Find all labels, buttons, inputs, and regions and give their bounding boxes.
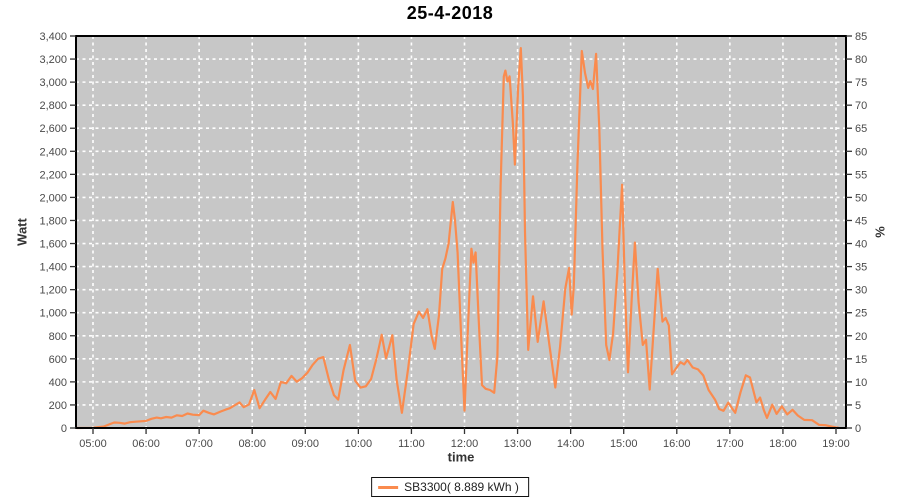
y-left-tick-label: 1,400 (39, 262, 67, 274)
y-left-tick-label: 1,000 (39, 308, 67, 320)
y-right-tick-label: 65 (855, 123, 867, 135)
x-tick-label: 06:00 (132, 438, 160, 450)
y-right-tick-label: 75 (855, 77, 867, 89)
y-left-tick-label: 2,000 (39, 192, 67, 204)
y-left-tick-label: 800 (49, 331, 67, 343)
x-tick-label: 18:00 (769, 438, 797, 450)
y-right-tick-label: 80 (855, 54, 867, 66)
y-left-tick-label: 1,800 (39, 215, 67, 227)
y-right-tick-label: 15 (855, 354, 867, 366)
x-tick-label: 08:00 (238, 438, 266, 450)
y-left-tick-label: 0 (61, 423, 67, 435)
x-tick-label: 16:00 (663, 438, 691, 450)
y-left-tick-label: 2,600 (39, 123, 67, 135)
plot-background (76, 36, 846, 428)
legend-line-swatch (378, 485, 399, 489)
y-left-tick-label: 1,600 (39, 239, 67, 251)
plot-border (75, 35, 847, 429)
y-right-tick-label: 20 (855, 331, 867, 343)
legend: SB3300( 8.889 kWh ) (371, 477, 529, 497)
y-right-tick-label: 0 (855, 423, 861, 435)
x-tick-label: 12:00 (451, 438, 479, 450)
x-tick-label: 14:00 (557, 438, 585, 450)
y-right-tick-label: 10 (855, 377, 867, 389)
y-right-tick-label: 40 (855, 239, 867, 251)
y-right-tick-label: 35 (855, 262, 867, 274)
x-tick-label: 19:00 (822, 438, 850, 450)
y-left-tick-label: 2,800 (39, 100, 67, 112)
y-left-tick-label: 400 (49, 377, 67, 389)
y-right-tick-label: 70 (855, 100, 867, 112)
x-tick-label: 11:00 (398, 438, 425, 450)
y-right-tick-label: 45 (855, 215, 867, 227)
y-left-tick-label: 2,400 (39, 146, 67, 158)
y-left-tick-label: 1,200 (39, 285, 67, 297)
x-tick-label: 10:00 (345, 438, 373, 450)
y-left-tick-label: 3,200 (39, 54, 67, 66)
legend-series-label: SB3300( 8.889 kWh ) (404, 480, 519, 494)
y-left-tick-label: 3,000 (39, 77, 67, 89)
y-left-tick-label: 600 (49, 354, 67, 366)
y-left-tick-label: 3,400 (39, 31, 67, 43)
y-right-tick-label: 85 (855, 31, 867, 43)
x-tick-label: 05:00 (79, 438, 107, 450)
y-right-tick-label: 5 (855, 400, 861, 412)
x-tick-label: 13:00 (504, 438, 532, 450)
x-axis-label: time (447, 449, 475, 465)
y-right-tick-label: 25 (855, 308, 867, 320)
x-tick-label: 07:00 (185, 438, 213, 450)
x-tick-label: 09:00 (292, 438, 320, 450)
x-tick-label: 17:00 (716, 438, 744, 450)
y-left-tick-label: 2,200 (39, 169, 67, 181)
y-right-tick-label: 30 (855, 285, 867, 297)
y-right-tick-label: 50 (855, 192, 867, 204)
page-title: 25-4-2018 (406, 3, 494, 23)
x-tick-label: 15:00 (610, 438, 638, 450)
y-axis-label-left: Watt (14, 218, 30, 246)
y-left-tick-label: 200 (49, 400, 67, 412)
y-right-tick-label: 55 (855, 169, 867, 181)
series-line-sb3300 (75, 46, 840, 430)
y-right-tick-label: 60 (855, 146, 867, 158)
y-axis-label-right: % (872, 226, 888, 238)
